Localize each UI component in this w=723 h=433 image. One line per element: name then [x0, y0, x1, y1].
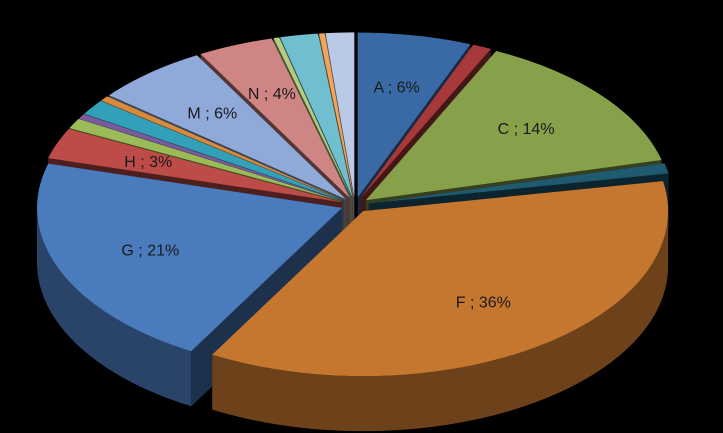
pie-slice-p	[280, 33, 353, 198]
pie-slice-h	[48, 128, 342, 203]
slice-labels-layer: A ; 6% C ; 14% F ; 36% G ; 21% H ; 3% M ; 6% N…	[121, 79, 554, 311]
pie-slice-c	[365, 51, 662, 201]
slice-outer-wall-f-0	[212, 211, 669, 432]
slice-label-n: N ; 4%	[248, 86, 296, 103]
slice-label-c: C ; 14%	[498, 121, 555, 138]
pie-slice-d	[368, 163, 669, 204]
slice-tops-layer	[37, 32, 669, 377]
pie-slice-g	[37, 163, 343, 352]
slice-label-a: A ; 6%	[374, 79, 420, 96]
slice-label-h: H ; 3%	[124, 154, 172, 171]
pie-slice-k	[84, 100, 344, 201]
pie-slice-b	[360, 44, 491, 199]
pie-slice-r	[325, 32, 355, 198]
slice-label-g: G ; 21%	[121, 243, 179, 260]
pie-slice-o	[273, 37, 352, 198]
slice-label-f: F ; 36%	[456, 295, 511, 312]
pie-slice-i	[69, 118, 343, 202]
pie-slice-m	[109, 55, 346, 200]
pie-slice-j	[78, 114, 343, 202]
pie-slice-l	[101, 96, 344, 201]
pie-slice-q	[318, 33, 354, 198]
pie-slice-a	[357, 32, 471, 198]
slice-label-m: M ; 6%	[187, 105, 237, 122]
slice-outer-wall-g-0	[37, 207, 192, 407]
pie-slice-n	[200, 38, 350, 198]
pie-slice-f	[212, 181, 669, 377]
